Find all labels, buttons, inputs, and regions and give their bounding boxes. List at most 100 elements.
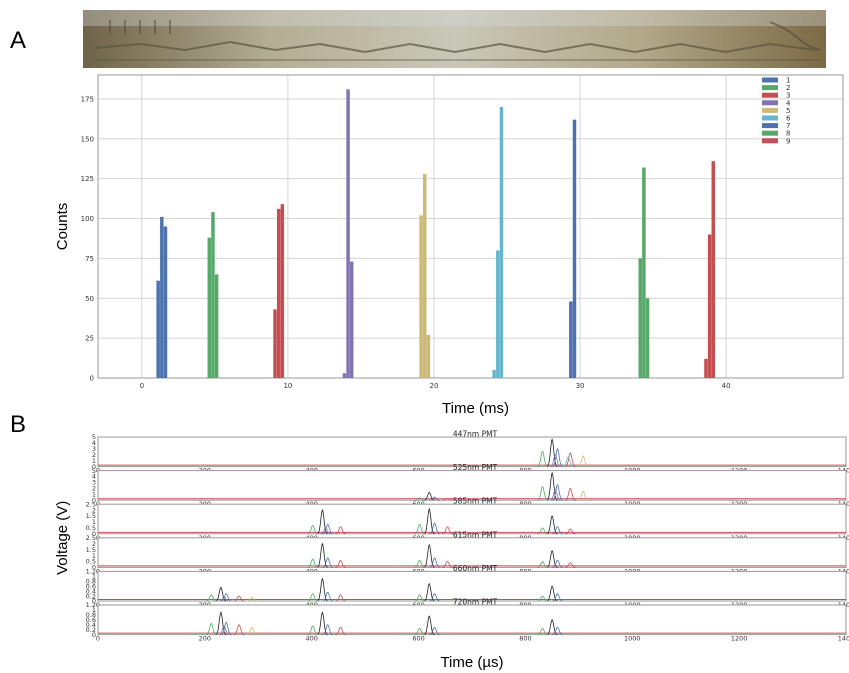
legend-label: 6 [786,115,791,123]
y-tick-label: 1.5 [86,512,96,520]
x-tick-label: 0 [140,382,144,390]
subplot-area [98,571,846,601]
trace-peak [246,626,258,635]
trace-peak [322,557,334,568]
histogram-bar [642,167,646,378]
trace-peak [316,542,328,568]
trace-peak [537,527,548,535]
legend-swatch [762,85,778,91]
subplot-frame [97,604,847,636]
legend-label: 9 [786,137,790,145]
plot-frame-a [97,74,844,379]
trace-peak [429,522,440,535]
y-tick-label: 0 [92,496,96,504]
pmt-traces-panel-b: 0123450200400600800100012001400447nm PMT… [54,430,849,672]
trace-peak [233,624,245,635]
subplot-frame [97,470,847,501]
trace-peak [423,492,435,501]
trace-peak [322,624,334,635]
y-tick-label: 5 [92,467,96,475]
y-tick-label: 0 [90,375,94,383]
trace-peak [537,595,548,602]
trace-peak [442,526,453,535]
subplot-title: 447nm PMT [453,430,498,439]
y-tick-label: 2.5 [86,500,96,508]
trace-peak [423,507,435,535]
subplot-frame [97,570,847,602]
y-tick-label: 2 [92,506,96,514]
y-tick-label: 2.5 [86,534,96,542]
panel-letter-a: A [10,27,26,54]
histogram-bar [426,334,431,378]
histogram-bar [276,208,281,378]
trace-peak [537,627,548,635]
trace-peak [552,626,563,635]
y-tick-label: 0.4 [86,587,96,595]
x-axis-title-a: Time (ms) [442,400,509,417]
subplot-title: 585nm PMT [453,497,498,506]
y-tick-label: 75 [85,255,94,263]
trace-peak [307,625,319,635]
y-tick-label: 0.4 [86,621,96,629]
histogram-bar [711,161,715,378]
y-tick-label: 1.2 [86,601,96,609]
trace-peak [546,619,558,635]
histogram-bar [569,301,573,378]
trace-peak [215,611,227,635]
y-tick-label: 0 [92,530,96,538]
subplot-title: 615nm PMT [453,530,498,539]
legend-label: 5 [786,107,790,115]
histogram-bar [160,216,164,378]
trace-peak [414,594,426,602]
y-tick-label: 25 [85,335,94,343]
histogram-bar [492,370,496,378]
trace-peak [205,622,217,635]
trace-peak [537,450,548,467]
trace-peak [546,438,558,467]
trace-peak [442,497,453,501]
trace-peak [322,591,334,602]
trace-peak [307,558,319,568]
trace-peak [562,456,574,467]
trace-peak [564,528,576,535]
trace-peak [307,524,319,535]
legend-swatch [762,107,778,113]
y-tick-label: 0 [92,463,96,471]
x-axis-title-b: Time (µs) [440,654,503,671]
trace-peak [564,562,576,568]
subplot-area [98,470,846,501]
y-tick-label: 175 [81,95,94,103]
y-tick-label: 0 [92,564,96,572]
y-tick-label: 2 [92,451,96,459]
x-tick-label: 30 [576,382,585,390]
plot-area-a [98,75,843,378]
y-tick-label: 4 [92,439,96,447]
panel-letter-b: B [10,411,26,438]
histogram-bar [496,250,500,378]
histogram-bar [419,215,423,378]
x-tick-label: 1000 [624,635,641,643]
y-tick-label: 0 [92,597,96,605]
trace-peak [429,593,440,602]
y-tick-label: 1 [92,457,96,465]
subplot-title: 525nm PMT [453,463,498,472]
y-tick-label: 0.2 [86,626,96,634]
y-tick-label: 3 [92,479,96,487]
y-tick-label: 0.6 [86,616,96,624]
legend-label: 8 [786,130,790,138]
subplot-title: 720nm PMT [453,598,498,607]
histogram-bar [423,173,427,378]
x-tick-label: 20 [430,382,439,390]
y-tick-label: 0.8 [86,577,96,585]
trace-peak [335,626,346,635]
x-tick-label: 1400 [838,635,849,643]
trace-peak [423,582,435,602]
legend-swatch [762,77,778,83]
trace-peak [218,596,230,602]
legend-swatch [762,115,778,121]
subplot-frame [97,436,847,468]
trace-peak [317,577,328,602]
trace-peak [429,557,440,568]
legend-swatch [762,138,778,144]
y-tick-label: 2 [92,485,96,493]
